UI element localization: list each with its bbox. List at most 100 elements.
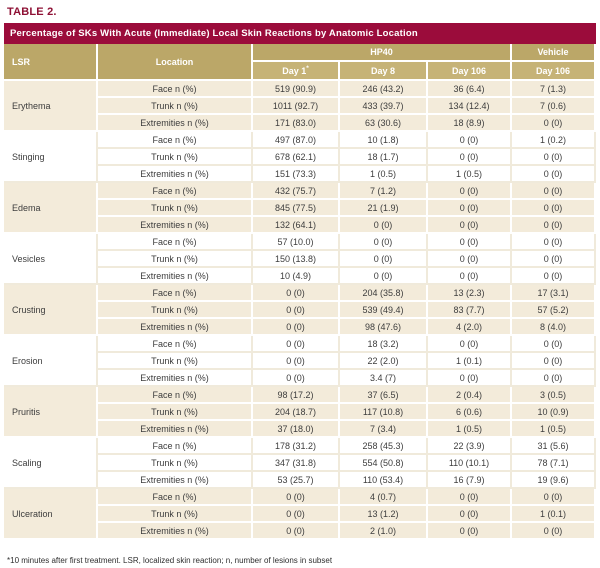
value-cell: 57 (5.2) (512, 302, 597, 319)
value-cell: 258 (45.3) (340, 438, 428, 455)
value-cell: 1 (0.5) (512, 421, 597, 438)
value-cell: 0 (0) (253, 370, 340, 387)
value-cell: 37 (6.5) (340, 387, 428, 404)
value-cell: 0 (0) (428, 268, 512, 285)
location-cell: Trunk n (%) (98, 506, 253, 523)
location-cell: Face n (%) (98, 489, 253, 506)
value-cell: 0 (0) (512, 523, 597, 540)
value-cell: 678 (62.1) (253, 149, 340, 166)
value-cell: 0 (0) (512, 336, 597, 353)
location-cell: Trunk n (%) (98, 251, 253, 268)
lsr-cell: Ulceration (4, 489, 98, 540)
table-row: Erythema Face n (%) 519 (90.9) 246 (43.2) 36… (4, 81, 597, 132)
value-cell: 3.4 (7) (340, 370, 428, 387)
value-cell: 13 (1.2) (340, 506, 428, 523)
location-cell: Trunk n (%) (98, 404, 253, 421)
col-header-location: Location (98, 44, 253, 81)
location-cell: Trunk n (%) (98, 98, 253, 115)
table-row: Vesicles Face n (%) 57 (10.0) 0 (0) 0 (0) 0 (… (4, 234, 597, 285)
value-cell: 3 (0.5) (512, 387, 597, 404)
value-cell: 0 (0) (428, 506, 512, 523)
location-cell: Face n (%) (98, 285, 253, 302)
value-cell: 31 (5.6) (512, 438, 597, 455)
value-cell: 178 (31.2) (253, 438, 340, 455)
value-cell: 0 (0) (428, 217, 512, 234)
lsr-cell: Pruritis (4, 387, 98, 438)
value-cell: 134 (12.4) (428, 98, 512, 115)
location-cell: Face n (%) (98, 234, 253, 251)
value-cell: 7 (0.6) (512, 98, 597, 115)
value-cell: 497 (87.0) (253, 132, 340, 149)
footnote: *10 minutes after first treatment. LSR, … (7, 556, 333, 565)
value-cell: 21 (1.9) (340, 200, 428, 217)
table-row: Scaling Face n (%) 178 (31.2) 258 (45.3) 22 … (4, 438, 597, 489)
value-cell: 18 (1.7) (340, 149, 428, 166)
value-cell: 1 (0.5) (428, 421, 512, 438)
table-row: Extremities n (%) 171 (83.0) 63 (30.6) 18 (… (4, 115, 597, 132)
col-header-vehicle-day106: Day 106 (512, 62, 597, 81)
value-cell: 433 (39.7) (340, 98, 428, 115)
value-cell: 151 (73.3) (253, 166, 340, 183)
col-header-day8: Day 8 (340, 62, 428, 81)
location-cell: Trunk n (%) (98, 455, 253, 472)
location-cell: Extremities n (%) (98, 268, 253, 285)
table-row: Trunk n (%) 678 (62.1) 18 (1.7) 0 (0) 0 (0) (4, 149, 597, 166)
value-cell: 0 (0) (253, 319, 340, 336)
lsr-cell: Crusting (4, 285, 98, 336)
value-cell: 0 (0) (428, 523, 512, 540)
value-cell: 0 (0) (428, 200, 512, 217)
location-cell: Face n (%) (98, 438, 253, 455)
table-row: Trunk n (%) 1011 (92.7) 433 (39.7) 134 (12.… (4, 98, 597, 115)
location-cell: Extremities n (%) (98, 217, 253, 234)
value-cell: 110 (10.1) (428, 455, 512, 472)
value-cell: 0 (0) (428, 370, 512, 387)
table-row: Extremities n (%) 0 (0) 2 (1.0) 0 (0) 0 (0) (4, 523, 597, 540)
value-cell: 0 (0) (512, 251, 597, 268)
value-cell: 0 (0) (512, 200, 597, 217)
location-cell: Face n (%) (98, 336, 253, 353)
value-cell: 4 (0.7) (340, 489, 428, 506)
value-cell: 0 (0) (340, 234, 428, 251)
lsr-cell: Stinging (4, 132, 98, 183)
value-cell: 845 (77.5) (253, 200, 340, 217)
table-row: Edema Face n (%) 432 (75.7) 7 (1.2) 0 (0) 0 (… (4, 183, 597, 234)
col-header-day1: Day 1* (253, 62, 340, 81)
value-cell: 1 (0.2) (512, 132, 597, 149)
table-row: Trunk n (%) 204 (18.7) 117 (10.8) 6 (0.6) 10… (4, 404, 597, 421)
value-cell: 0 (0) (512, 115, 597, 132)
table-row: Ulceration Face n (%) 0 (0) 4 (0.7) 0 (0) 0 (… (4, 489, 597, 540)
table-title: Percentage of SKs With Acute (Immediate)… (4, 23, 597, 44)
table-row: Erosion Face n (%) 0 (0) 18 (3.2) 0 (0) 0 (0) (4, 336, 597, 387)
value-cell: 0 (0) (428, 489, 512, 506)
table-row: Extremities n (%) 53 (25.7) 110 (53.4) 16 (… (4, 472, 597, 489)
location-cell: Trunk n (%) (98, 200, 253, 217)
table-row: Trunk n (%) 150 (13.8) 0 (0) 0 (0) 0 (0) (4, 251, 597, 268)
table-row: Extremities n (%) 0 (0) 98 (47.6) 4 (2.0) 8 … (4, 319, 597, 336)
location-cell: Extremities n (%) (98, 370, 253, 387)
value-cell: 1 (0.1) (512, 506, 597, 523)
value-cell: 519 (90.9) (253, 81, 340, 98)
value-cell: 0 (0) (253, 302, 340, 319)
lsr-cell: Erosion (4, 336, 98, 387)
location-cell: Face n (%) (98, 132, 253, 149)
value-cell: 57 (10.0) (253, 234, 340, 251)
value-cell: 7 (3.4) (340, 421, 428, 438)
day1-label: Day 1 (282, 66, 307, 76)
value-cell: 0 (0) (512, 353, 597, 370)
value-cell: 36 (6.4) (428, 81, 512, 98)
value-cell: 98 (17.2) (253, 387, 340, 404)
value-cell: 0 (0) (512, 268, 597, 285)
header-row-days: Day 1* Day 8 Day 106 Day 106 (4, 62, 597, 81)
value-cell: 539 (49.4) (340, 302, 428, 319)
value-cell: 1 (0.5) (428, 166, 512, 183)
value-cell: 53 (25.7) (253, 472, 340, 489)
value-cell: 432 (75.7) (253, 183, 340, 200)
lsr-table: Percentage of SKs With Acute (Immediate)… (4, 23, 597, 540)
table-row: Extremities n (%) 151 (73.3) 1 (0.5) 1 (0.5… (4, 166, 597, 183)
value-cell: 110 (53.4) (340, 472, 428, 489)
value-cell: 7 (1.2) (340, 183, 428, 200)
table-row: Extremities n (%) 10 (4.9) 0 (0) 0 (0) 0 (0) (4, 268, 597, 285)
value-cell: 0 (0) (253, 523, 340, 540)
col-group-vehicle: Vehicle (512, 44, 597, 62)
lsr-cell: Erythema (4, 81, 98, 132)
